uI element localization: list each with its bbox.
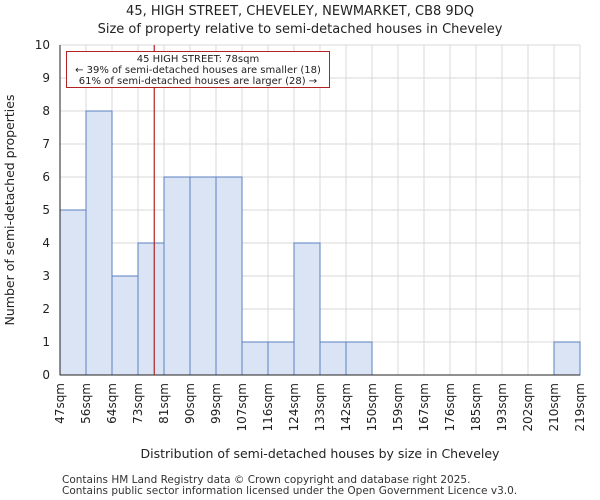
y-tick-label: 3 (42, 269, 50, 283)
chart-subtitle: Size of property relative to semi-detach… (97, 22, 503, 37)
y-tick-label: 1 (42, 335, 50, 349)
x-tick-label: 90sqm (183, 383, 197, 424)
annotation-line-2: ← 39% of semi-detached houses are smalle… (75, 65, 321, 76)
y-tick-label: 7 (42, 137, 50, 151)
y-tick-label: 9 (42, 71, 50, 85)
bar (163, 176, 191, 376)
x-tick-label: 202sqm (521, 383, 535, 431)
x-tick-label: 99sqm (209, 383, 223, 424)
x-tick-label: 133sqm (313, 383, 327, 431)
annotation-line-1: 45 HIGH STREET: 78sqm (136, 54, 260, 65)
x-tick-label: 176sqm (443, 383, 457, 431)
bar (137, 242, 165, 376)
bar (241, 341, 269, 376)
y-tick-label: 4 (42, 236, 50, 250)
bar (111, 275, 139, 376)
y-tick-label: 10 (35, 38, 50, 52)
bar (267, 341, 295, 376)
bar (553, 341, 581, 376)
x-tick-label: 116sqm (261, 383, 275, 431)
footer-line-2: Contains public sector information licen… (62, 485, 518, 497)
x-tick-label: 64sqm (105, 383, 119, 424)
x-tick-label: 124sqm (287, 383, 301, 431)
marker-annotation: 45 HIGH STREET: 78sqm ← 39% of semi-deta… (66, 51, 330, 88)
bar (59, 209, 87, 376)
x-tick-label: 81sqm (157, 383, 171, 424)
bar (319, 341, 347, 376)
x-axis-label: Distribution of semi-detached houses by … (141, 446, 501, 461)
x-tick-label: 210sqm (547, 383, 561, 431)
x-tick-label: 185sqm (469, 383, 483, 431)
annotation-line-3: 61% of semi-detached houses are larger (… (78, 76, 318, 87)
bar (189, 176, 217, 376)
y-tick-label: 8 (42, 104, 50, 118)
x-tick-label: 167sqm (417, 383, 431, 431)
bar (345, 341, 373, 376)
footer-line-1: Contains HM Land Registry data © Crown c… (62, 474, 471, 486)
y-tick-label: 6 (42, 170, 50, 184)
x-tick-label: 150sqm (365, 383, 379, 431)
y-axis-label: Number of semi-detached properties (2, 95, 17, 326)
x-tick-label: 159sqm (391, 383, 405, 431)
y-tick-label: 5 (42, 203, 50, 217)
chart-title: 45, HIGH STREET, CHEVELEY, NEWMARKET, CB… (126, 4, 474, 19)
bar (215, 176, 243, 376)
x-tick-label: 56sqm (79, 383, 93, 424)
x-tick-label: 73sqm (131, 383, 145, 424)
x-tick-label: 193sqm (495, 383, 509, 431)
y-tick-label: 0 (42, 368, 50, 382)
x-tick-label: 107sqm (235, 383, 249, 431)
bar (85, 110, 113, 376)
bar (293, 242, 321, 376)
x-tick-label: 47sqm (53, 383, 67, 424)
x-tick-label: 142sqm (339, 383, 353, 431)
y-tick-label: 2 (42, 302, 50, 316)
x-tick-label: 219sqm (573, 383, 587, 431)
